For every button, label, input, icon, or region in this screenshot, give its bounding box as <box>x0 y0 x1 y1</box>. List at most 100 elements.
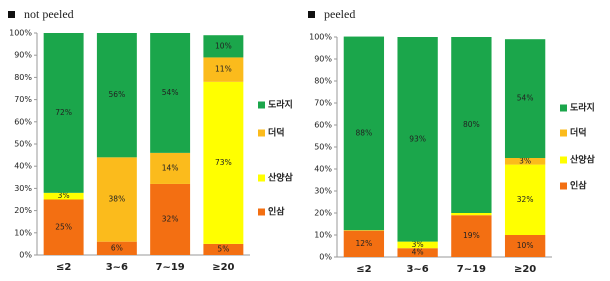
x-tick-label: ≤2 <box>356 264 371 275</box>
bar-segment <box>504 39 546 159</box>
bar-segment <box>397 248 438 257</box>
x-tick-label: 3~6 <box>406 264 428 275</box>
y-tick-label: 10% <box>14 228 32 237</box>
bar-segment <box>343 36 385 231</box>
bar-segment <box>96 33 137 158</box>
value-label: 4% <box>412 248 424 257</box>
value-label: 14% <box>162 163 179 172</box>
chart-title: not peeled <box>24 7 74 21</box>
legend-swatch <box>258 174 265 182</box>
value-label: 6% <box>111 243 123 252</box>
value-label: 19% <box>463 231 480 240</box>
value-label: 3% <box>58 191 70 200</box>
value-label: 12% <box>356 239 373 248</box>
y-tick-label: 100% <box>9 29 32 38</box>
bar-segment <box>203 35 244 58</box>
bar-segment <box>203 243 244 255</box>
y-tick-label: 100% <box>309 33 332 42</box>
legend-label: 더덕 <box>570 127 587 139</box>
bar-segment <box>203 81 244 244</box>
value-label: 32% <box>517 195 534 204</box>
bar-segment <box>343 230 385 257</box>
y-tick-label: 0% <box>19 251 32 260</box>
value-label: 93% <box>409 134 426 143</box>
chart-title: peeled <box>324 7 355 21</box>
title-marker <box>308 11 315 18</box>
y-tick-label: 20% <box>314 209 332 218</box>
legend-swatch <box>258 129 265 137</box>
value-label: 88% <box>356 128 373 137</box>
legend-swatch <box>258 208 265 216</box>
bar-segment <box>150 183 191 255</box>
bar-segment <box>504 164 546 235</box>
value-label: 3% <box>519 156 531 165</box>
bar-segment <box>150 33 191 153</box>
value-label: 56% <box>109 90 126 99</box>
legend-swatch <box>560 129 567 137</box>
x-tick-label: 3~6 <box>106 262 128 273</box>
value-label: 10% <box>517 241 534 250</box>
bar-segment <box>43 199 84 255</box>
legend-label: 도라지 <box>570 102 595 114</box>
y-tick-label: 60% <box>14 117 32 126</box>
legend-swatch <box>258 101 265 109</box>
y-tick-label: 80% <box>14 73 32 82</box>
value-label: 10% <box>215 41 232 50</box>
y-tick-label: 70% <box>314 99 332 108</box>
legend-label: 인삼 <box>268 206 285 218</box>
y-tick-label: 30% <box>14 184 32 193</box>
bar-segment <box>397 241 438 249</box>
value-label: 3% <box>412 240 424 249</box>
title-marker <box>8 11 15 18</box>
bar-segment <box>451 37 492 213</box>
legend-label: 더덕 <box>268 127 285 139</box>
y-tick-label: 90% <box>14 51 32 60</box>
legend-label: 산양삼 <box>268 172 294 184</box>
x-tick-label: 7~19 <box>155 262 184 273</box>
bar-segment <box>397 37 438 242</box>
bar-segment <box>504 158 546 165</box>
y-tick-label: 70% <box>14 95 32 104</box>
y-tick-label: 60% <box>314 121 332 130</box>
y-tick-label: 30% <box>314 187 332 196</box>
bar-segment <box>451 213 492 216</box>
x-tick-label: 7~19 <box>457 264 486 275</box>
bar-segment <box>203 57 244 82</box>
y-tick-label: 40% <box>14 162 32 171</box>
value-label: 32% <box>162 214 179 223</box>
y-tick-label: 90% <box>314 55 332 64</box>
legend-label: 인삼 <box>570 180 587 192</box>
value-label: 5% <box>217 244 229 253</box>
bar-segment <box>96 157 137 242</box>
bar-segment <box>150 152 191 184</box>
legend-swatch <box>560 156 567 164</box>
value-label: 80% <box>463 120 480 129</box>
value-label: 11% <box>215 65 232 74</box>
y-tick-label: 80% <box>314 77 332 86</box>
x-tick-label: ≥20 <box>212 262 234 273</box>
y-tick-label: 40% <box>314 165 332 174</box>
bar-segment <box>451 215 492 257</box>
legend-swatch <box>560 182 567 190</box>
value-label: 73% <box>215 158 232 167</box>
x-tick-label: ≥20 <box>514 264 536 275</box>
value-label: 54% <box>162 88 179 97</box>
value-label: 72% <box>55 108 72 117</box>
value-label: 54% <box>517 94 534 103</box>
value-label: 38% <box>109 195 126 204</box>
legend-label: 산양삼 <box>570 154 596 166</box>
x-tick-label: ≤2 <box>56 262 71 273</box>
y-tick-label: 0% <box>319 253 332 262</box>
legend-label: 도라지 <box>268 99 293 111</box>
bar-segment <box>504 235 546 257</box>
bar-segment <box>96 241 137 255</box>
bar-segment <box>43 33 84 193</box>
value-label: 25% <box>55 222 72 231</box>
y-tick-label: 20% <box>14 206 32 215</box>
y-tick-label: 50% <box>314 143 332 152</box>
bar-segment <box>43 192 84 200</box>
legend-swatch <box>560 104 567 112</box>
y-tick-label: 50% <box>14 140 32 149</box>
y-tick-label: 10% <box>314 231 332 240</box>
